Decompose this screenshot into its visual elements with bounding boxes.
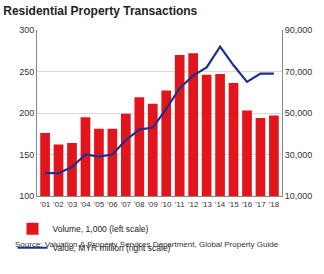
svg-text:90,000: 90,000 [285,25,313,35]
svg-text:200: 200 [19,108,34,118]
svg-text:Residential Property Transacti: Residential Property Transactions [3,4,197,18]
svg-text:'13: '13 [201,200,212,209]
svg-text:'04: '04 [80,200,91,209]
svg-text:'09: '09 [148,200,159,209]
svg-text:'06: '06 [107,200,118,209]
svg-text:250: 250 [19,67,34,77]
svg-text:'18: '18 [269,200,280,209]
svg-text:'05: '05 [94,200,105,209]
svg-text:'01: '01 [40,200,51,209]
svg-text:'03: '03 [67,200,78,209]
svg-text:30,000: 30,000 [285,150,313,160]
svg-text:'02: '02 [53,200,64,209]
svg-text:Value, MYR million (right scal: Value, MYR million (right scale) [53,243,171,253]
svg-text:Source: Valuation & Property S: Source: Valuation & Property Services De… [15,240,279,249]
svg-text:'14: '14 [215,200,226,209]
svg-text:'12: '12 [188,200,199,209]
svg-text:'17: '17 [255,200,266,209]
svg-text:Volume, 1,000 (left scale): Volume, 1,000 (left scale) [53,224,149,234]
svg-text:'08: '08 [134,200,145,209]
svg-text:'16: '16 [242,200,253,209]
svg-text:10,000: 10,000 [285,191,313,201]
svg-text:'15: '15 [228,200,239,209]
svg-text:50,000: 50,000 [285,108,313,118]
svg-text:100: 100 [19,191,34,201]
svg-text:'11: '11 [175,200,185,209]
svg-text:'07: '07 [121,200,132,209]
svg-text:'10: '10 [161,200,172,209]
svg-text:70,000: 70,000 [285,67,313,77]
svg-text:150: 150 [19,150,34,160]
svg-text:300: 300 [19,25,34,35]
